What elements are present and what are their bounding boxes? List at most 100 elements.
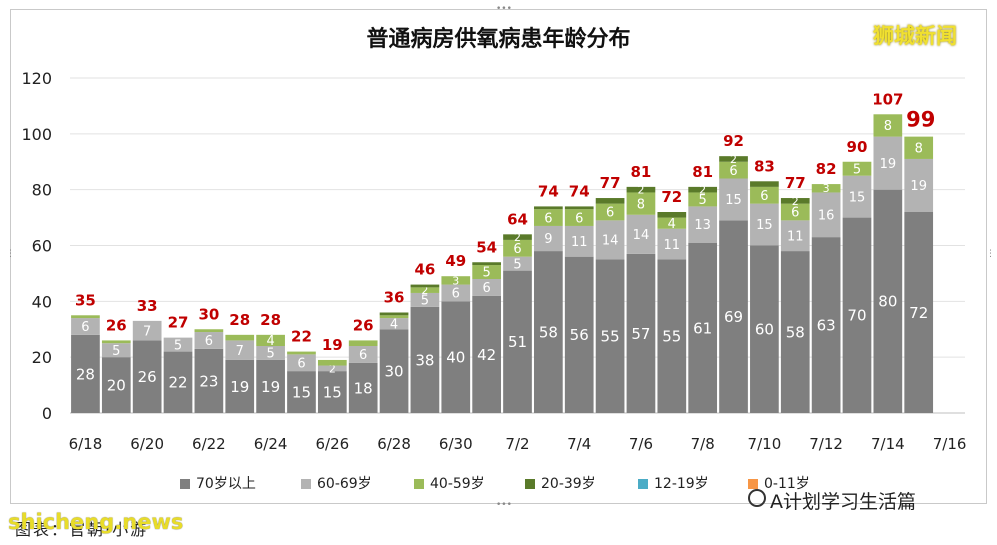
y-tick-label: 60 xyxy=(32,237,52,256)
bar-segment-age70plus xyxy=(317,371,347,413)
total-label: 54 xyxy=(476,238,497,256)
total-label: 107 xyxy=(872,90,903,108)
total-label: 81 xyxy=(631,163,652,181)
chart-title: 普通病房供氧病患年龄分布 xyxy=(366,27,631,52)
data-label-age60_69: 11 xyxy=(787,229,804,244)
data-label-age60_69: 13 xyxy=(694,218,711,233)
x-tick-label: 6/22 xyxy=(192,435,226,453)
y-tick-label: 120 xyxy=(21,69,52,88)
bar-segment-age70plus xyxy=(163,351,193,413)
data-label-age70plus: 63 xyxy=(817,316,836,334)
resize-handle-bottom[interactable]: ••• xyxy=(496,500,512,510)
data-label-age60_69: 7 xyxy=(236,344,244,359)
data-label-age70plus: 42 xyxy=(477,346,496,364)
data-label-age60_69: 16 xyxy=(818,208,835,223)
data-label-age70plus: 61 xyxy=(693,319,712,337)
bar-segment-age60_69 xyxy=(379,318,409,330)
bar-segment-age40_59 xyxy=(194,329,224,333)
data-label-age60_69: 11 xyxy=(571,235,588,250)
data-label-age20_39: 2 xyxy=(514,231,521,244)
bar-segment-age40_59 xyxy=(317,359,347,366)
bar-segment-age70plus xyxy=(71,334,100,413)
bar-segment-age60_69 xyxy=(317,365,347,372)
watermark-right: A计划学习生活篇 xyxy=(770,491,916,513)
data-label-age70plus: 19 xyxy=(261,378,280,396)
legend-item: 0-11岁 xyxy=(748,473,810,493)
bar-segment-age60_69 xyxy=(101,343,131,358)
data-label-age60_69: 14 xyxy=(633,228,650,243)
data-label-age70plus: 72 xyxy=(909,304,928,322)
y-tick-label: 20 xyxy=(32,348,52,367)
data-label-age20_39: 2 xyxy=(792,195,799,208)
data-label-age40_59: 3 xyxy=(452,274,459,287)
bar-segment-age40_59 xyxy=(101,340,131,344)
bar-segment-age40_59 xyxy=(873,114,903,137)
x-tick-label: 6/24 xyxy=(254,435,288,453)
total-label: 99 xyxy=(906,108,935,132)
bar-segment-age40_59 xyxy=(842,161,872,176)
x-tick-label: 7/12 xyxy=(809,435,843,453)
bar-segment-age20_39 xyxy=(472,262,501,266)
x-tick-label: 6/30 xyxy=(439,435,473,453)
data-label-age70plus: 70 xyxy=(847,307,866,325)
data-label-age60_69: 4 xyxy=(390,317,398,332)
bar-segment-age40_59 xyxy=(256,334,285,346)
data-label-age70plus: 80 xyxy=(878,293,897,311)
x-tick-label: 7/4 xyxy=(567,435,591,453)
bar-segment-age60_69 xyxy=(688,206,718,243)
total-label: 26 xyxy=(106,316,127,334)
data-label-age70plus: 38 xyxy=(415,351,434,369)
bar-segment-age70plus xyxy=(503,270,532,413)
data-label-age40_59: 6 xyxy=(513,242,521,257)
legend-swatch xyxy=(301,479,311,489)
resize-handle-top[interactable]: ••• xyxy=(496,4,512,14)
data-label-age60_69: 6 xyxy=(205,334,213,349)
x-tick-label: 7/10 xyxy=(748,435,782,453)
legend-label: 20-39岁 xyxy=(541,476,596,492)
bar-segment-age70plus xyxy=(904,212,934,413)
bar-segment-age60_69 xyxy=(595,220,625,260)
data-label-age60_69: 5 xyxy=(266,347,274,362)
total-label: 27 xyxy=(168,314,189,332)
total-label: 46 xyxy=(414,261,435,279)
bar-segment-age60_69 xyxy=(225,340,255,360)
bar-segment-age40_59 xyxy=(595,203,625,221)
bar-segment-age20_39 xyxy=(564,206,594,210)
data-label-age60_69: 5 xyxy=(174,338,182,353)
data-label-age40_59: 3 xyxy=(823,182,830,195)
data-label-age70plus: 69 xyxy=(724,308,743,326)
bar-segment-age70plus xyxy=(811,237,841,413)
resize-handle-right[interactable]: ⋮ xyxy=(986,249,995,259)
legend-label: 0-11岁 xyxy=(764,476,810,492)
bar-segment-age60_69 xyxy=(657,228,687,260)
legend-item: 12-19岁 xyxy=(638,473,709,493)
x-tick-label: 6/26 xyxy=(315,435,349,453)
bar-segment-age60_69 xyxy=(780,220,810,252)
x-tick-label: 7/2 xyxy=(505,435,529,453)
bar-segment-age40_59 xyxy=(441,276,471,285)
brand-label: 狮城新闻 xyxy=(873,24,957,48)
bar-segment-age70plus xyxy=(132,340,162,413)
bar-segment-age60_69 xyxy=(132,320,162,341)
bar-segment-age60_69 xyxy=(472,279,501,296)
resize-handle-left[interactable]: ⋮ xyxy=(6,249,15,259)
legend-swatch xyxy=(748,479,758,489)
bar-segment-age70plus xyxy=(410,306,440,413)
x-tick-label: 7/8 xyxy=(691,435,715,453)
bar-segment-age70plus xyxy=(348,362,378,413)
data-label-age60_69: 15 xyxy=(849,190,866,205)
total-label: 90 xyxy=(847,138,868,156)
x-tick-label: 7/16 xyxy=(933,435,967,453)
bar-segment-age70plus xyxy=(194,348,224,413)
total-label: 82 xyxy=(816,160,837,178)
data-label-age20_39: 2 xyxy=(730,153,737,166)
legend-label: 70岁以上 xyxy=(196,476,256,492)
bar-segment-age60_69 xyxy=(256,346,285,360)
data-label-age60_69: 5 xyxy=(513,257,521,272)
legend-label: 60-69岁 xyxy=(317,476,372,492)
bar-segment-age70plus xyxy=(626,253,656,413)
data-label-age40_59: 5 xyxy=(853,162,861,177)
legend-swatch xyxy=(180,479,190,489)
x-tick-label: 7/6 xyxy=(629,435,653,453)
bar-segment-age60_69 xyxy=(71,318,100,335)
